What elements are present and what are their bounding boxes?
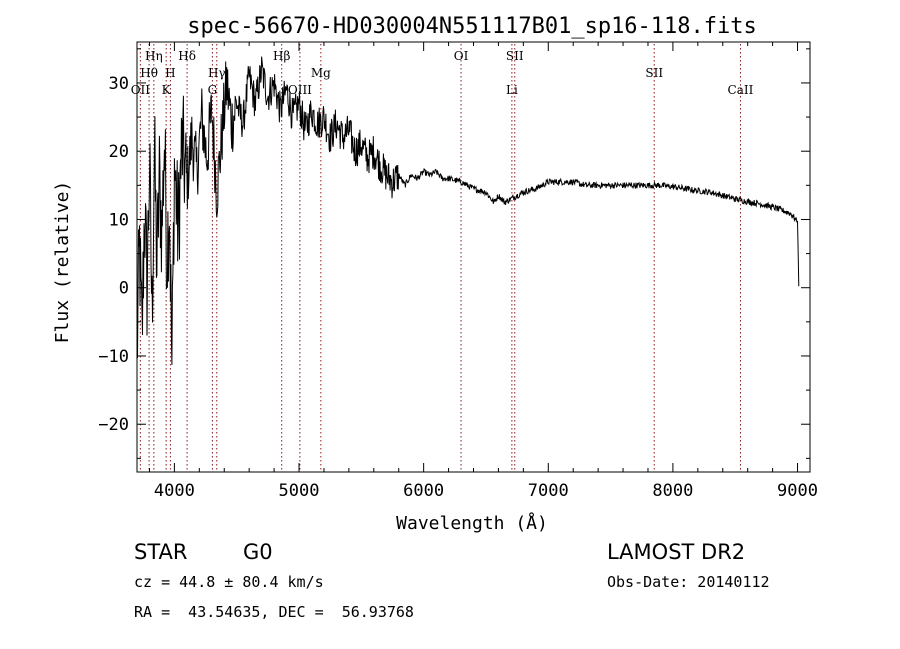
marker-label: K: [162, 83, 172, 97]
marker-label: Mg: [311, 66, 331, 80]
axis-ticks: 4000 5000 6000 7000 8000 9000 −20 −10 0 10 20 30: [98, 42, 818, 501]
x-tick-label: 5000: [279, 481, 320, 501]
x-tick-label: 7000: [528, 481, 569, 501]
marker-label: SII: [645, 66, 663, 80]
object-type: STAR: [134, 540, 188, 564]
y-tick-label: 10: [109, 210, 129, 230]
marker-label: Hβ: [273, 49, 290, 63]
survey-name: LAMOST DR2: [607, 540, 746, 564]
x-tick-label: 4000: [154, 481, 195, 501]
y-tick-label: −10: [98, 347, 129, 367]
marker-label: OI: [454, 49, 469, 63]
obs-date: Obs-Date: 20140112: [607, 573, 770, 591]
x-tick-label: 8000: [652, 481, 693, 501]
chart-title: spec-56670-HD030004N551117B01_sp16-118.f…: [187, 14, 757, 39]
y-tick-label: 30: [109, 74, 129, 94]
marker-label: G: [208, 83, 218, 97]
marker-label: Li: [506, 83, 518, 97]
marker-label: SII: [506, 49, 524, 63]
marker-label: CaII: [728, 83, 754, 97]
marker-label: Hγ: [208, 66, 226, 80]
x-tick-label: 6000: [403, 481, 444, 501]
y-axis-label: Flux (relative): [52, 181, 73, 344]
marker-label: Hη: [145, 49, 163, 63]
object-subclass: G0: [243, 540, 273, 564]
redshift-text: cz = 44.8 ± 80.4 km/s: [134, 573, 324, 591]
marker-label: Hθ: [140, 66, 158, 80]
y-tick-label: 20: [109, 142, 129, 162]
coordinates-text: RA = 43.54635, DEC = 56.93768: [134, 603, 414, 621]
marker-label: OIII: [288, 83, 312, 97]
x-axis-label: Wavelength (Å): [396, 512, 548, 534]
x-tick-label: 9000: [777, 481, 818, 501]
marker-label: H: [165, 66, 175, 80]
spectrum-line: [136, 56, 800, 365]
marker-label: Hδ: [178, 49, 196, 63]
y-tick-label: −20: [98, 415, 129, 435]
marker-label: OII: [131, 83, 151, 97]
line-markers: Hη Hθ OII HK Hδ Hγ G Hβ OIII Mg OI SII Li SII CaII: [131, 44, 754, 472]
y-tick-label: 0: [119, 279, 129, 299]
